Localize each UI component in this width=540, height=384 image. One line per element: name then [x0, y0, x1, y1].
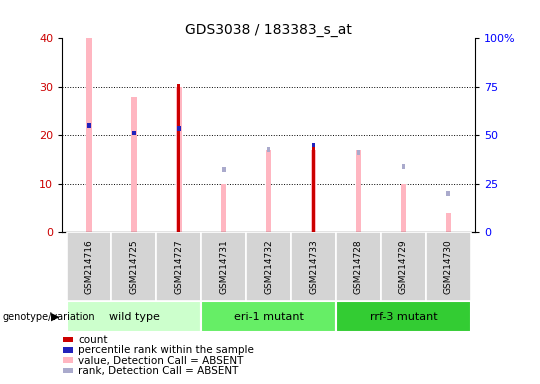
Text: genotype/variation: genotype/variation [3, 312, 96, 322]
Text: GSM214728: GSM214728 [354, 240, 363, 294]
Bar [63, 347, 73, 353]
Bar [66, 232, 111, 301]
Text: rrf-3 mutant: rrf-3 mutant [369, 312, 437, 322]
Text: ▶: ▶ [51, 312, 60, 322]
Text: GSM214732: GSM214732 [264, 240, 273, 294]
Bar [246, 232, 291, 301]
Bar [312, 147, 315, 232]
Text: wild type: wild type [109, 312, 159, 322]
Text: GSM214716: GSM214716 [85, 240, 93, 294]
Bar [356, 150, 361, 232]
Text: GSM214730: GSM214730 [444, 240, 453, 294]
Bar [87, 123, 91, 128]
Text: percentile rank within the sample: percentile rank within the sample [78, 345, 254, 355]
Bar [177, 84, 180, 232]
Bar [402, 164, 405, 169]
Bar [222, 167, 226, 172]
Text: GSM214729: GSM214729 [399, 240, 408, 294]
Bar [177, 126, 181, 131]
Bar [176, 87, 181, 232]
Text: count: count [78, 335, 108, 345]
Bar [336, 232, 381, 301]
Bar [446, 213, 451, 232]
Bar [291, 232, 336, 301]
Bar [63, 368, 73, 373]
Bar [336, 301, 471, 332]
Bar [266, 150, 271, 232]
Bar [311, 150, 316, 232]
Bar [401, 184, 406, 232]
Text: value, Detection Call = ABSENT: value, Detection Call = ABSENT [78, 356, 244, 366]
Text: GSM214731: GSM214731 [219, 240, 228, 294]
Bar [447, 191, 450, 196]
Bar [111, 232, 157, 301]
Text: GSM214727: GSM214727 [174, 240, 184, 294]
Title: GDS3038 / 183383_s_at: GDS3038 / 183383_s_at [185, 23, 352, 37]
Bar [267, 147, 271, 152]
Bar [221, 184, 226, 232]
Bar [426, 232, 471, 301]
Bar [63, 358, 73, 363]
Bar [131, 96, 137, 232]
Bar [356, 150, 360, 155]
Bar [201, 301, 336, 332]
Text: eri-1 mutant: eri-1 mutant [234, 312, 303, 322]
Text: GSM214725: GSM214725 [130, 240, 138, 294]
Bar [63, 337, 73, 342]
Text: GSM214733: GSM214733 [309, 240, 318, 294]
Bar [381, 232, 426, 301]
Text: rank, Detection Call = ABSENT: rank, Detection Call = ABSENT [78, 366, 239, 376]
Bar [66, 301, 201, 332]
Bar [86, 38, 92, 232]
Bar [201, 232, 246, 301]
Bar [312, 142, 315, 147]
Bar [157, 232, 201, 301]
Bar [132, 131, 136, 136]
